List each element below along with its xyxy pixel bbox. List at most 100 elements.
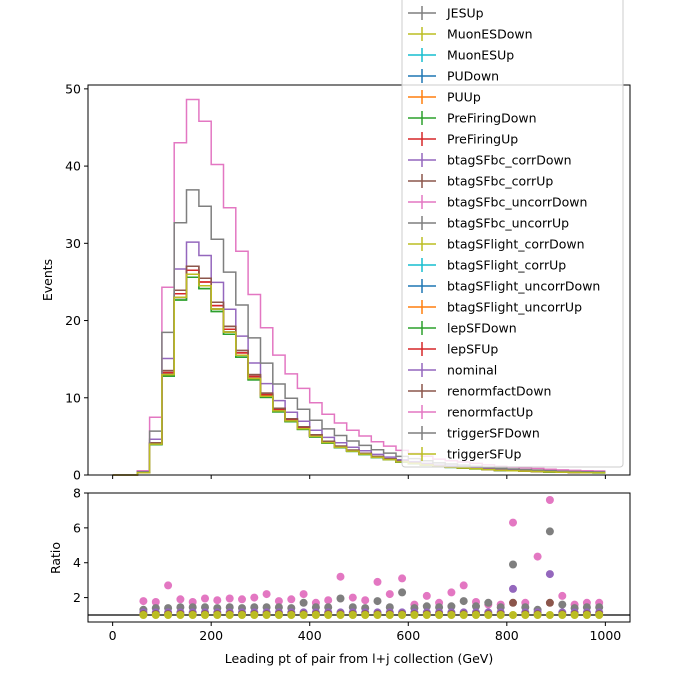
- main-histograms: [112, 98, 606, 476]
- legend-label: renormfactUp: [447, 405, 533, 420]
- ratio-point-triggerSFUp: [287, 611, 296, 619]
- legend-label: MuonESUp: [447, 48, 514, 63]
- ratio-point-triggerSFUp: [484, 611, 493, 619]
- legend-item-triggerSFUp: triggerSFUp: [408, 447, 521, 462]
- ratio-point-triggerSFUp: [558, 611, 567, 619]
- ratio-point-triggerSFUp: [262, 611, 271, 619]
- legend-label: nominal: [447, 363, 497, 378]
- histogram-step-triggerSFDown: [112, 189, 606, 476]
- legend-label: renormfactDown: [447, 384, 551, 399]
- ratio-x-tick-label: 600: [396, 628, 420, 643]
- ratio-point-triggerSFUp: [213, 611, 222, 619]
- histogram-step-triggerSFUp: [112, 273, 606, 476]
- legend-item-btagSFlight_corrDown: btagSFlight_corrDown: [408, 237, 585, 252]
- ratio-point-renormfactUp: [545, 496, 554, 504]
- ratio-y-tick-label: 8: [73, 486, 81, 501]
- ratio-point-triggerSFUp: [459, 611, 468, 619]
- ratio-point-triggerSFDown: [472, 602, 480, 611]
- ratio-point-renormfactUp: [398, 574, 407, 583]
- ratio-point-triggerSFUp: [496, 611, 505, 619]
- ratio-point-triggerSFUp: [422, 611, 431, 619]
- ratio-point-renormfactUp: [139, 597, 148, 606]
- legend-item-lepSFDown: lepSFDown: [408, 321, 517, 336]
- ratio-point-triggerSFUp: [435, 611, 444, 619]
- ratio-y-ticks: 2 4 6 8: [73, 486, 88, 605]
- ratio-point-renormfactUp: [509, 518, 517, 527]
- legend-item-renormfactUp: renormfactUp: [408, 405, 533, 420]
- legend-item-btagSFlight_corrUp: btagSFlight_corrUp: [408, 258, 566, 273]
- ratio-point-triggerSFDown: [336, 594, 345, 603]
- legend-item-btagSFlight_uncorrUp: btagSFlight_uncorrUp: [408, 300, 582, 315]
- ratio-point-triggerSFUp: [509, 611, 517, 619]
- ratio-x-tick-label: 200: [199, 628, 223, 643]
- ratio-plot-panel: 2 4 6 8 0 200 400 600 800 1000 Ratio Leading pt …: [48, 486, 631, 666]
- main-y-tick-label: 20: [65, 313, 81, 328]
- ratio-point-renormfactUp: [533, 552, 542, 561]
- legend-label: PUDown: [447, 69, 499, 84]
- legend-item-JESUp: JESUp: [408, 6, 484, 21]
- legend-label: triggerSFUp: [447, 447, 521, 462]
- ratio-point-renormfactUp: [459, 581, 468, 590]
- histogram-step-renormfactUp: [112, 98, 606, 476]
- ratio-point-renormfactDown: [509, 598, 517, 607]
- ratio-point-renormfactUp: [287, 595, 296, 604]
- ratio-point-triggerSFUp: [139, 611, 148, 619]
- ratio-point-triggerSFUp: [176, 611, 185, 619]
- ratio-point-triggerSFUp: [570, 611, 579, 619]
- ratio-point-triggerSFUp: [336, 611, 345, 619]
- ratio-x-ticks: 0 200 400 600 800 1000: [109, 622, 621, 643]
- legend-label: btagSFbc_corrDown: [447, 153, 572, 168]
- ratio-point-triggerSFUp: [225, 611, 234, 619]
- ratio-point-triggerSFUp: [274, 611, 283, 619]
- main-y-axis-label: Events: [40, 259, 55, 301]
- ratio-point-triggerSFUp: [311, 611, 320, 619]
- ratio-point-triggerSFUp: [299, 611, 308, 619]
- ratio-point-renormfactUp: [422, 591, 431, 600]
- legend-label: btagSFlight_uncorrDown: [447, 279, 600, 294]
- ratio-point-triggerSFDown: [459, 597, 468, 606]
- legend-item-btagSFbc_corrDown: btagSFbc_corrDown: [408, 153, 572, 168]
- legend-label: triggerSFDown: [447, 426, 540, 441]
- ratio-point-triggerSFUp: [188, 611, 197, 619]
- legend-item-btagSFbc_uncorrUp: btagSFbc_uncorrUp: [408, 216, 569, 231]
- legend: JESUp MuonESDown MuonESUp PUDown PUUp PreFiri…: [401, 0, 624, 468]
- ratio-point-triggerSFUp: [595, 611, 604, 619]
- ratio-plot-frame: [87, 492, 631, 623]
- ratio-point-triggerSFUp: [385, 611, 394, 619]
- legend-box: [401, 0, 624, 468]
- ratio-point-triggerSFUp: [373, 611, 382, 619]
- main-y-tick-label: 40: [65, 159, 81, 174]
- ratio-point-triggerSFUp: [410, 611, 419, 619]
- ratio-point-triggerSFDown: [447, 602, 456, 611]
- ratio-point-triggerSFDown: [509, 560, 517, 569]
- ratio-point-renormfactUp: [299, 590, 308, 599]
- ratio-point-renormfactUp: [176, 595, 185, 604]
- ratio-point-triggerSFUp: [398, 611, 407, 619]
- legend-item-MuonESDown: MuonESDown: [408, 27, 533, 42]
- legend-label: PreFiringDown: [447, 111, 537, 126]
- ratio-x-tick-label: 400: [298, 628, 322, 643]
- legend-label: PUUp: [447, 90, 481, 105]
- ratio-point-triggerSFUp: [250, 611, 259, 619]
- ratio-point-triggerSFUp: [361, 611, 370, 619]
- main-y-tick-label: 0: [73, 468, 81, 483]
- ratio-point-renormfactUp: [213, 596, 222, 605]
- legend-label: btagSFbc_corrUp: [447, 174, 553, 189]
- ratio-x-tick-label: 0: [109, 628, 117, 643]
- ratio-point-triggerSFDown: [558, 600, 567, 609]
- ratio-point-triggerSFDown: [484, 598, 493, 607]
- legend-item-nominal: nominal: [408, 363, 497, 378]
- legend-item-MuonESUp: MuonESUp: [408, 48, 514, 63]
- legend-label: MuonESDown: [447, 27, 533, 42]
- main-plot-frame: [87, 84, 631, 476]
- legend-label: btagSFlight_corrDown: [447, 237, 585, 252]
- legend-item-btagSFbc_corrUp: btagSFbc_corrUp: [408, 174, 553, 189]
- ratio-y-tick-label: 6: [73, 520, 81, 535]
- ratio-y-axis-label: Ratio: [48, 542, 63, 574]
- ratio-point-triggerSFUp: [164, 611, 173, 619]
- ratio-y-tick-label: 2: [73, 590, 81, 605]
- ratio-point-renormfactUp: [201, 594, 209, 603]
- ratio-point-renormfactUp: [447, 588, 456, 597]
- ratio-point-renormfactUp: [164, 581, 173, 590]
